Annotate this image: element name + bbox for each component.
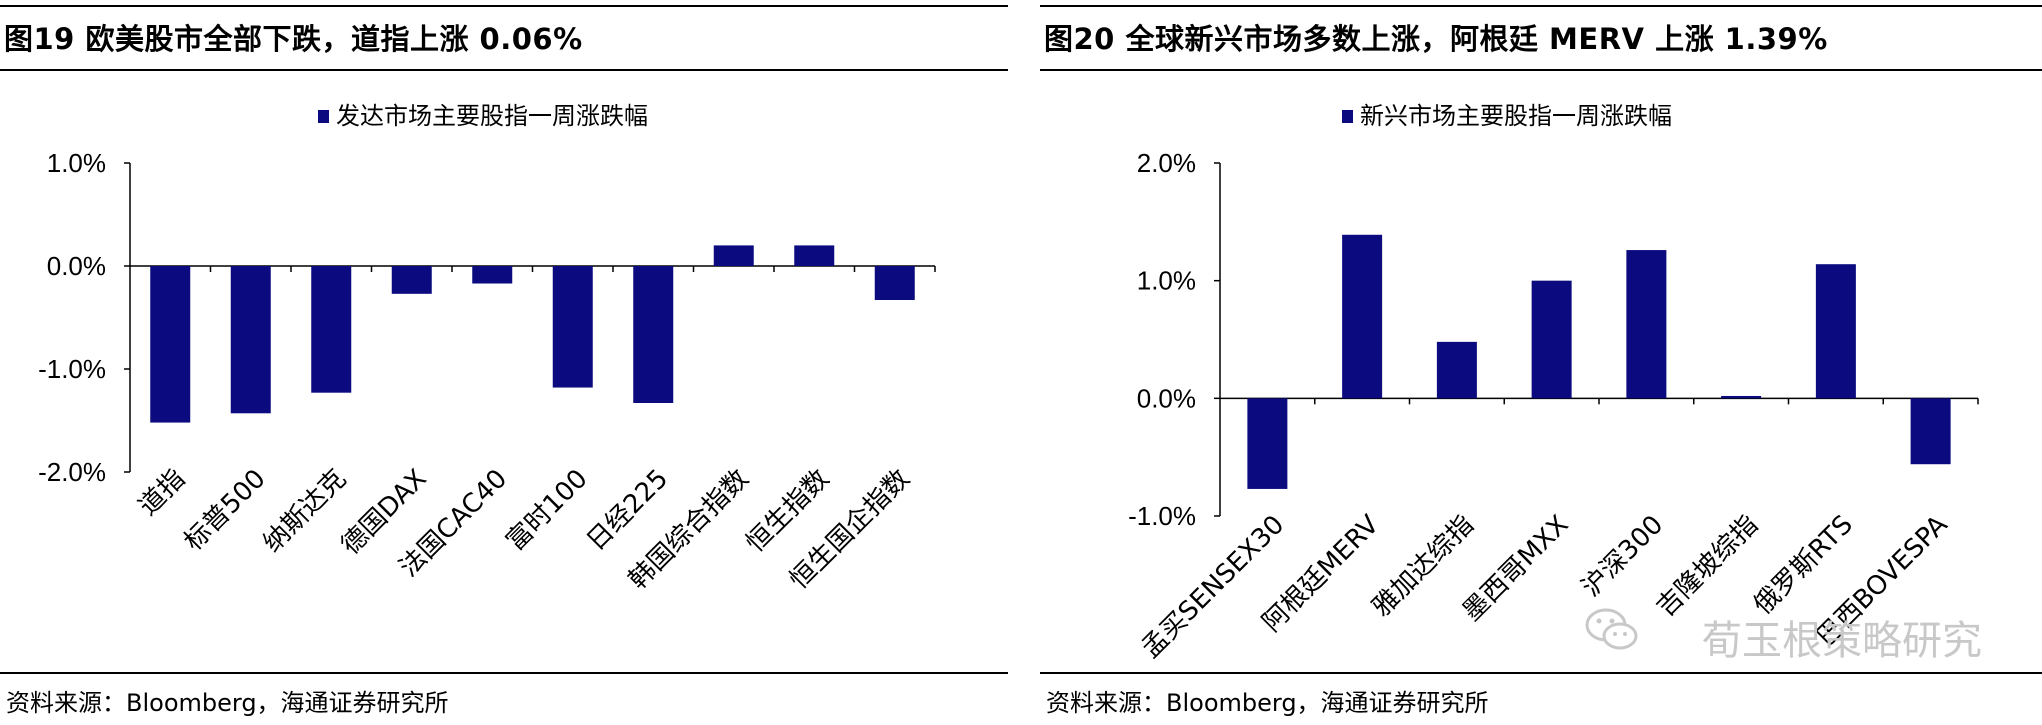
bar bbox=[1910, 398, 1951, 465]
legend-swatch bbox=[318, 110, 329, 123]
legend-label: 新兴市场主要股指一周涨跌幅 bbox=[1360, 102, 1672, 130]
x-tick-label: 孟买SENSEX30 bbox=[1136, 510, 1290, 664]
x-tick-label: 标普500 bbox=[179, 464, 272, 557]
bar bbox=[713, 245, 754, 266]
source-note: 资料来源：Bloomberg，海通证券研究所 bbox=[6, 689, 449, 717]
top-rule bbox=[0, 5, 1008, 7]
x-tick-label: 沪深300 bbox=[1576, 510, 1669, 603]
legend-swatch bbox=[1342, 110, 1353, 123]
title-rule bbox=[1040, 69, 2042, 71]
bar bbox=[633, 266, 674, 403]
top-rule bbox=[1040, 5, 2042, 7]
y-tick-label: 1.0% bbox=[47, 148, 106, 178]
y-tick-label: -2.0% bbox=[38, 457, 106, 487]
bar bbox=[794, 245, 835, 266]
source-note: 资料来源：Bloomberg，海通证券研究所 bbox=[1046, 689, 1489, 717]
watermark-text: 荀玉根策略研究 bbox=[1702, 618, 1982, 664]
chart-panel-left: 图19 欧美股市全部下跌，道指上涨 0.06% 发达市场主要股指一周涨跌幅 1.0… bbox=[0, 0, 1008, 725]
y-tick-label: 2.0% bbox=[1137, 148, 1196, 178]
chart-panel-right: 图20 全球新兴市场多数上涨，阿根廷 MERV 上涨 1.39% 新兴市场主要股… bbox=[1040, 0, 2042, 725]
title-rule bbox=[0, 69, 1008, 71]
x-tick-label: 道指 bbox=[133, 464, 191, 522]
bar bbox=[1721, 395, 1762, 399]
x-tick-label: 富时100 bbox=[501, 464, 594, 557]
y-tick-label: -1.0% bbox=[1128, 501, 1196, 531]
bar bbox=[874, 266, 915, 300]
bar bbox=[472, 266, 513, 284]
bar bbox=[1815, 264, 1856, 399]
figure-title: 图19 欧美股市全部下跌，道指上涨 0.06% bbox=[4, 22, 583, 56]
y-tick-label: 0.0% bbox=[1137, 383, 1196, 413]
x-tick-label: 纳斯达克 bbox=[257, 464, 352, 559]
bottom-rule bbox=[0, 672, 1008, 674]
bar bbox=[311, 266, 352, 393]
legend-label: 发达市场主要股指一周涨跌幅 bbox=[336, 102, 648, 130]
bar-chart: 发达市场主要股指一周涨跌幅 1.0% 0.0% -1.0% -2.0% 道指标普500纳斯… bbox=[38, 102, 936, 595]
x-tick-label: 吉隆坡综指 bbox=[1651, 510, 1764, 623]
figure-title: 图20 全球新兴市场多数上涨，阿根廷 MERV 上涨 1.39% bbox=[1044, 22, 1828, 56]
bar bbox=[1247, 398, 1288, 489]
bar bbox=[1531, 280, 1572, 399]
y-tick-label: 1.0% bbox=[1137, 266, 1196, 296]
bar bbox=[391, 266, 432, 294]
y-tick-label: -1.0% bbox=[38, 354, 106, 384]
bar-chart: 新兴市场主要股指一周涨跌幅 2.0% 1.0% 0.0% -1.0%孟买SENSEX30… bbox=[1128, 102, 1979, 664]
wechat-icon bbox=[1585, 608, 1638, 650]
bar bbox=[1436, 341, 1477, 399]
bar bbox=[150, 266, 191, 423]
bar bbox=[1626, 250, 1667, 399]
y-tick-label: 0.0% bbox=[47, 251, 106, 281]
bar bbox=[552, 266, 593, 388]
bar bbox=[1342, 234, 1383, 399]
bottom-rule bbox=[1040, 672, 2042, 674]
bar bbox=[230, 266, 271, 414]
